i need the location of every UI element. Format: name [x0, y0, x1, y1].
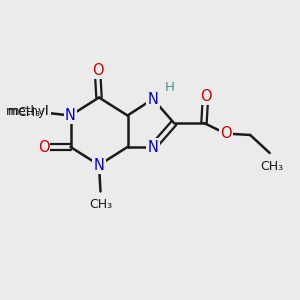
Text: CH₃: CH₃ [89, 198, 112, 212]
Text: N: N [148, 92, 158, 106]
Text: O: O [200, 89, 211, 104]
Text: N: N [65, 108, 76, 123]
Text: H: H [165, 81, 174, 94]
Text: N: N [94, 158, 104, 172]
Text: methyl: methyl [6, 104, 50, 118]
Text: O: O [220, 126, 231, 141]
Text: O: O [38, 140, 49, 154]
Text: methyl: methyl [8, 104, 49, 118]
Text: CH₃: CH₃ [260, 160, 284, 173]
Text: CH₃: CH₃ [17, 106, 41, 119]
Text: N: N [148, 140, 158, 154]
Text: O: O [92, 63, 103, 78]
